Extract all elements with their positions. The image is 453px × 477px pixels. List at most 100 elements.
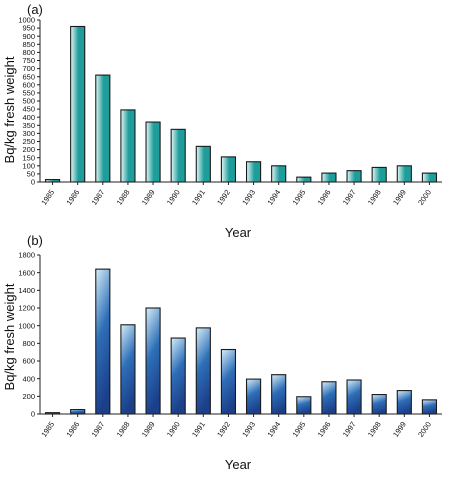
x-tick-label-1998: 1998: [366, 420, 383, 439]
x-tick-label-1990: 1990: [165, 188, 182, 207]
y-tick-label: 600: [22, 357, 35, 366]
x-tick-label-2000: 2000: [416, 420, 433, 439]
x-tick-label-1997: 1997: [341, 188, 358, 207]
y-tick-label: 600: [22, 80, 35, 89]
bar-1990: [170, 128, 186, 183]
x-tick-label-1993: 1993: [240, 420, 257, 439]
x-tick-label-1988: 1988: [115, 188, 132, 207]
x-tick-label-1985: 1985: [39, 420, 56, 439]
bar-1996: [321, 381, 337, 415]
x-tick-label-1987: 1987: [90, 188, 107, 207]
bar-1996: [321, 172, 337, 183]
y-ticks-b: 0 200 400 600 800 1000 1200 1400 1600 1800: [18, 251, 40, 419]
y-ticks-a: 0501001502002503003504004505005506006507…: [18, 16, 40, 187]
x-tick-label-1992: 1992: [215, 188, 232, 207]
y-tick-label: 200: [22, 392, 35, 401]
bar-1989: [145, 307, 161, 415]
bar-1998: [371, 394, 387, 415]
bar-1993: [245, 378, 262, 415]
x-tick-label-1990: 1990: [165, 420, 182, 439]
bars-b: [44, 268, 438, 415]
y-tick-label: 1200: [18, 304, 35, 313]
x-tick-label-1996: 1996: [316, 420, 333, 439]
bar-2000: [421, 399, 438, 415]
bars-a: [44, 25, 438, 183]
y-tick-label: 1600: [18, 268, 35, 277]
y-tick-label: 1400: [18, 286, 35, 295]
x-tick-label-1998: 1998: [366, 188, 383, 207]
y-tick-label: 300: [22, 129, 35, 138]
y-axis-label-a: Bq/kg fresh weight: [2, 56, 17, 163]
bar-1997: [346, 170, 362, 183]
x-tick-label-1997: 1997: [341, 420, 358, 439]
y-tick-label: 850: [22, 40, 35, 49]
y-tick-label: 700: [22, 64, 35, 73]
bar-1995: [296, 396, 312, 415]
bar-2000: [421, 172, 438, 183]
x-tick-label-1985: 1985: [39, 188, 56, 207]
x-tick-label-1994: 1994: [265, 420, 282, 439]
x-tick-label-2000: 2000: [416, 188, 433, 207]
x-tick-label-1993: 1993: [240, 188, 257, 207]
y-tick-label: 1800: [18, 251, 35, 260]
y-tick-label: 50: [27, 170, 35, 179]
bar-1987: [95, 74, 111, 183]
y-tick-label: 400: [22, 374, 35, 383]
y-tick-label: 500: [22, 97, 35, 106]
x-tick-label-1999: 1999: [391, 420, 408, 439]
x-tick-label-1988: 1988: [115, 420, 132, 439]
bar-1994: [271, 374, 287, 415]
bar-1986: [70, 25, 86, 183]
y-tick-label: 450: [22, 105, 35, 114]
x-tick-label-1986: 1986: [64, 188, 81, 207]
x-axis-label-b: Year: [225, 457, 252, 472]
x-tick-label-1989: 1989: [140, 188, 157, 207]
bar-1988: [120, 324, 136, 415]
y-tick-label: 400: [22, 113, 35, 122]
y-tick-label: 150: [22, 153, 35, 162]
x-tick-label-1996: 1996: [316, 188, 333, 207]
y-tick-label: 800: [22, 339, 35, 348]
x-tick-label-1987: 1987: [90, 420, 107, 439]
bar-1986: [70, 409, 86, 415]
bar-1997: [346, 379, 362, 415]
bar-1989: [145, 121, 161, 183]
x-tick-label-1991: 1991: [190, 188, 207, 207]
y-tick-label: 350: [22, 121, 35, 130]
x-tick-label-1992: 1992: [215, 420, 232, 439]
axes-b: [39, 255, 442, 415]
chart-panel-b: (b) Bq/kg fresh weight Year 0 200 400 600 80…: [2, 233, 442, 472]
x-tick-label-1991: 1991: [190, 420, 207, 439]
bar-1994: [271, 165, 287, 183]
y-tick-label: 1000: [18, 16, 35, 25]
bar-1991: [195, 145, 211, 183]
axes-a: [39, 20, 442, 183]
x-ticks-a: 1985 1986 1987 1988 1989 1990 1991 1992 1993 1994…: [39, 182, 433, 207]
panel-label-b: (b): [27, 233, 43, 248]
x-tick-label-1999: 1999: [391, 188, 408, 207]
y-tick-label: 750: [22, 56, 35, 65]
x-tick-label-1989: 1989: [140, 420, 157, 439]
x-tick-label-1995: 1995: [291, 188, 308, 207]
panel-label-a: (a): [27, 2, 43, 17]
y-tick-label: 0: [31, 178, 35, 187]
bar-1999: [396, 165, 412, 183]
x-tick-label-1986: 1986: [64, 420, 81, 439]
y-tick-label: 900: [22, 32, 35, 41]
x-ticks-b: 1985 1986 1987 1988 1989 1990 1991 1992 1993 1994…: [39, 414, 433, 439]
y-tick-label: 1000: [18, 321, 35, 330]
y-tick-label: 950: [22, 24, 35, 33]
bar-1993: [245, 161, 262, 183]
y-tick-label: 100: [22, 161, 35, 170]
bar-1992: [220, 348, 237, 415]
y-tick-label: 550: [22, 89, 35, 98]
x-tick-label-1994: 1994: [265, 188, 282, 207]
bar-1988: [120, 109, 136, 183]
bar-1998: [371, 166, 387, 183]
bar-1999: [396, 390, 412, 415]
chart-panel-a: (a) Bq/kg fresh weight Year 050100150200…: [2, 2, 442, 240]
bar-1995: [296, 176, 312, 183]
y-tick-label: 200: [22, 145, 35, 154]
x-axis-label-a: Year: [225, 225, 252, 240]
